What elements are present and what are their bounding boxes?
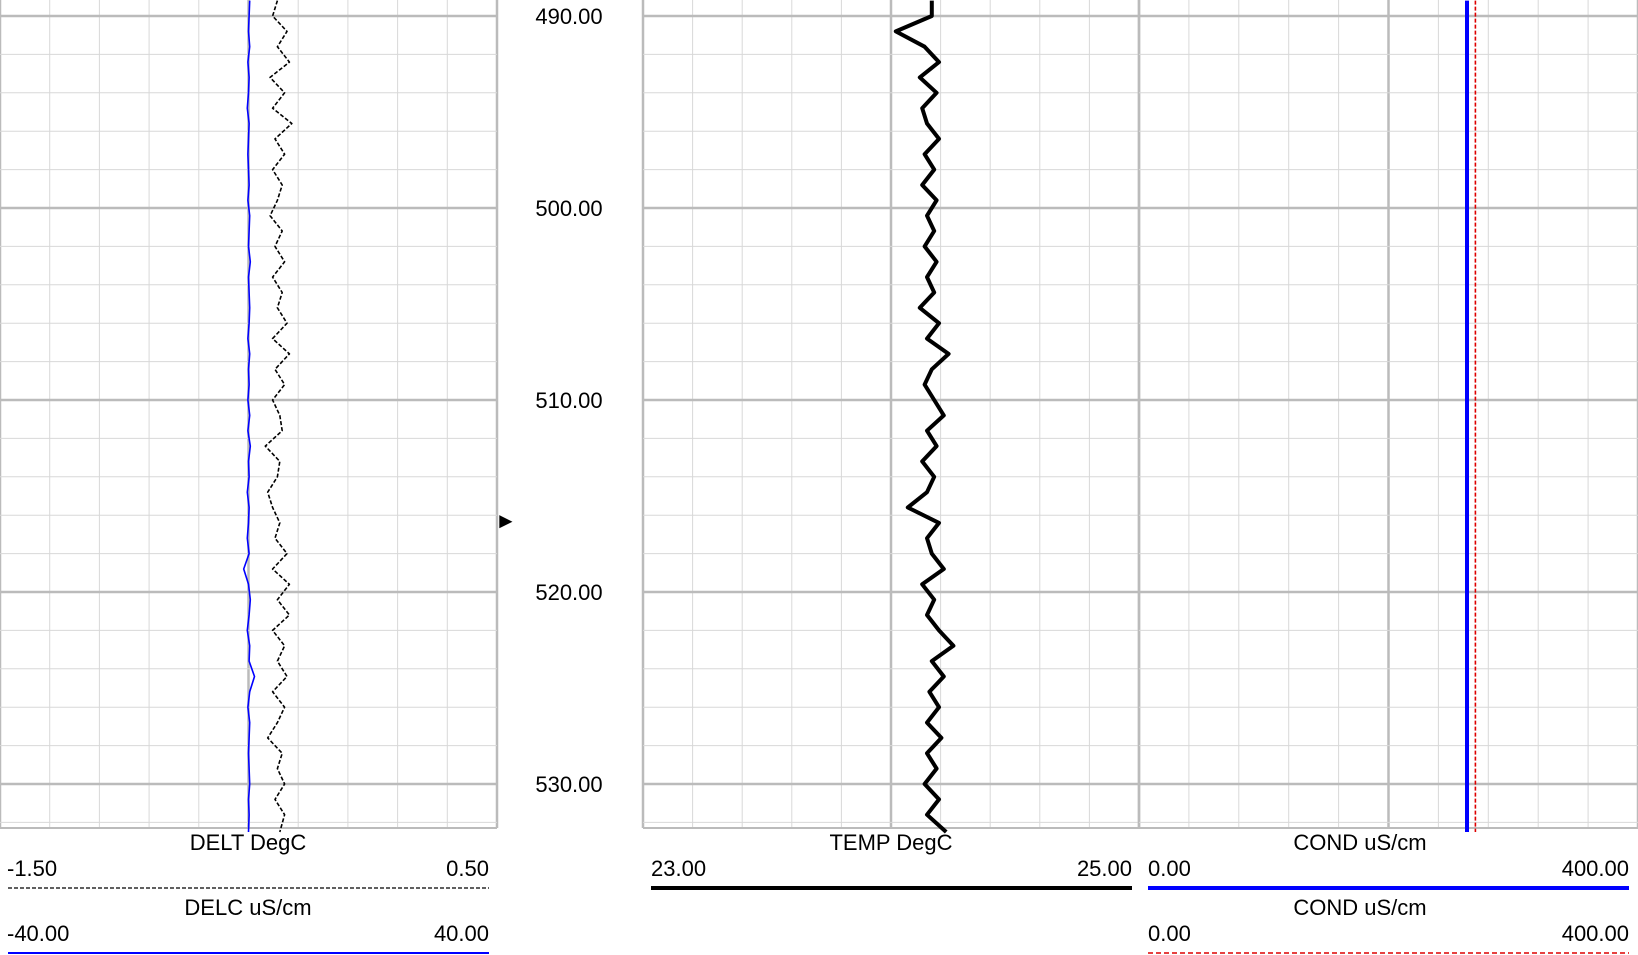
depth-label: 520.00 [535, 580, 602, 605]
temp-header: TEMP DegC [829, 830, 952, 855]
cond-header: COND uS/cm [1293, 830, 1426, 855]
cond-track-grid [1137, 0, 1638, 829]
delc-min-label: -40.00 [7, 921, 69, 946]
depth-label: 500.00 [535, 196, 602, 221]
temp-max-label: 25.00 [1077, 856, 1132, 881]
delc-curve [242, 0, 256, 833]
depth-label: 530.00 [535, 772, 602, 797]
delt-min-label: -1.50 [7, 856, 57, 881]
cond2-min-label: 0.00 [1148, 921, 1191, 946]
log-curves [242, 0, 1477, 834]
temp-min-label: 23.00 [651, 856, 706, 881]
cond-min-label: 0.00 [1148, 856, 1191, 881]
depth-label: 510.00 [535, 388, 602, 413]
depth-axis: 490.00 500.00 510.00 520.00 530.00 [535, 4, 602, 797]
delt-header: DELT DegC [190, 830, 307, 855]
temp-curve [893, 0, 956, 834]
left-track-legend: DELT DegC -1.50 0.50 DELC uS/cm -40.00 4… [7, 830, 489, 954]
delt-curve [264, 0, 293, 833]
depth-label: 490.00 [535, 4, 602, 29]
temp-track-grid [641, 0, 1141, 829]
temp-track-legend: TEMP DegC 23.00 25.00 [651, 830, 1132, 890]
depth-marker-arrow: ► [495, 508, 517, 533]
cond2-max-label: 400.00 [1562, 921, 1629, 946]
cond-track-legend: COND uS/cm 0.00 400.00 COND uS/cm 0.00 4… [1148, 830, 1629, 954]
delt-max-label: 0.50 [446, 856, 489, 881]
cond-max-label: 400.00 [1562, 856, 1629, 881]
cond2-header: COND uS/cm [1293, 895, 1426, 920]
delc-header: DELC uS/cm [184, 895, 311, 920]
delc-max-label: 40.00 [434, 921, 489, 946]
